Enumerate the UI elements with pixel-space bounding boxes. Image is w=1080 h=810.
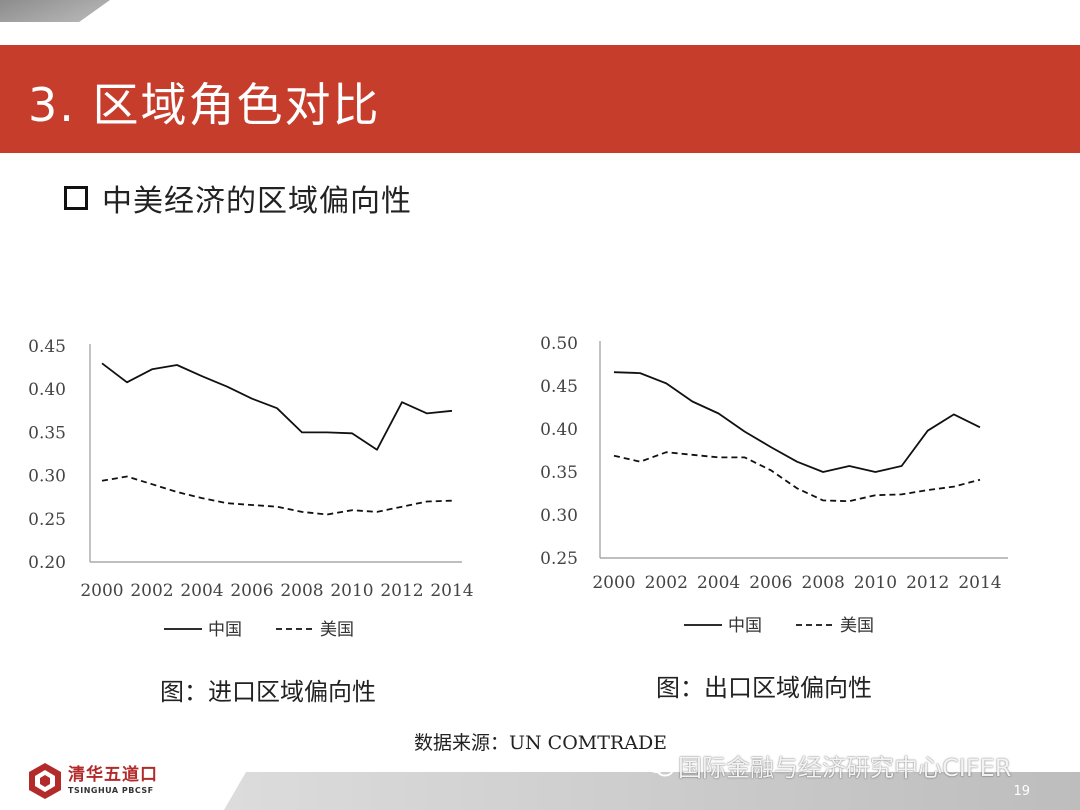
x-tick-label: 2014 <box>430 581 473 601</box>
x-tick-label: 2000 <box>80 581 123 601</box>
x-tick-label: 2004 <box>180 581 223 601</box>
x-tick-label: 2008 <box>802 573 845 593</box>
x-tick-label: 2010 <box>854 573 897 593</box>
corner-decoration <box>0 0 110 22</box>
x-tick-label: 2014 <box>958 573 1001 593</box>
legend-label: 美国 <box>320 620 354 640</box>
y-tick-label: 0.25 <box>28 510 66 530</box>
tsinghua-pbcsf-logo: 清华五道口 TSINGHUA PBCSF <box>28 762 158 800</box>
series-line-usa <box>613 451 981 503</box>
export-bias-chart: 0.50 0.45 0.40 0.35 0.30 0.25 2000 2002 2004 2006… <box>540 334 1008 636</box>
y-tick-label: 0.40 <box>540 420 578 440</box>
y-tick-label: 0.50 <box>540 334 578 354</box>
series-line-china <box>613 371 981 473</box>
wechat-watermark: 国际金融与经济研究中心CIFER <box>646 748 1011 783</box>
y-tick-label: 0.40 <box>28 380 66 400</box>
legend-label: 中国 <box>728 616 762 636</box>
x-tick-label: 2002 <box>645 573 688 593</box>
y-tick-label: 0.35 <box>540 463 578 483</box>
logo-chinese-text: 清华五道口 <box>68 765 158 785</box>
y-tick-label: 0.30 <box>28 467 66 487</box>
series-line-china <box>101 362 453 451</box>
y-tick-label: 0.30 <box>540 506 578 526</box>
x-tick-label: 2006 <box>230 581 273 601</box>
y-tick-label: 0.20 <box>28 553 66 573</box>
y-tick-label: 0.25 <box>540 549 578 569</box>
x-tick-label: 2006 <box>749 573 792 593</box>
page-number: 19 <box>1013 784 1030 799</box>
y-tick-label: 0.35 <box>28 423 66 443</box>
bullet-text: 中美经济的区域偏向性 <box>102 184 412 219</box>
import-chart-caption: 图：进口区域偏向性 <box>160 678 376 706</box>
series-line-usa <box>101 475 453 516</box>
watermark-text: 国际金融与经济研究中心CIFER <box>678 754 1012 782</box>
square-bullet-icon <box>64 186 88 210</box>
x-tick-label: 2000 <box>592 573 635 593</box>
bullet-item: 中美经济的区域偏向性 <box>64 176 412 220</box>
import-bias-chart: 0.45 0.40 0.35 0.30 0.25 0.20 2000 2002 2004 2006… <box>28 337 473 640</box>
export-chart-caption: 图：出口区域偏向性 <box>656 674 872 702</box>
y-tick-label: 0.45 <box>540 377 578 397</box>
x-tick-label: 2002 <box>130 581 173 601</box>
x-tick-label: 2012 <box>906 573 949 593</box>
x-tick-label: 2010 <box>330 581 373 601</box>
wechat-icon <box>646 754 674 776</box>
x-tick-label: 2004 <box>697 573 740 593</box>
footer-bar <box>224 772 1080 810</box>
title-bar: 3. 区域角色对比 <box>0 45 1080 153</box>
legend-label: 美国 <box>840 616 874 636</box>
y-tick-label: 0.45 <box>28 337 66 357</box>
legend-label: 中国 <box>208 620 242 640</box>
slide-title: 3. 区域角色对比 <box>28 78 381 132</box>
logo-emblem-icon <box>29 763 61 799</box>
x-tick-label: 2012 <box>380 581 423 601</box>
logo-english-text: TSINGHUA PBCSF <box>68 786 154 795</box>
x-tick-label: 2008 <box>280 581 323 601</box>
data-source: 数据来源：UN COMTRADE <box>414 732 668 754</box>
